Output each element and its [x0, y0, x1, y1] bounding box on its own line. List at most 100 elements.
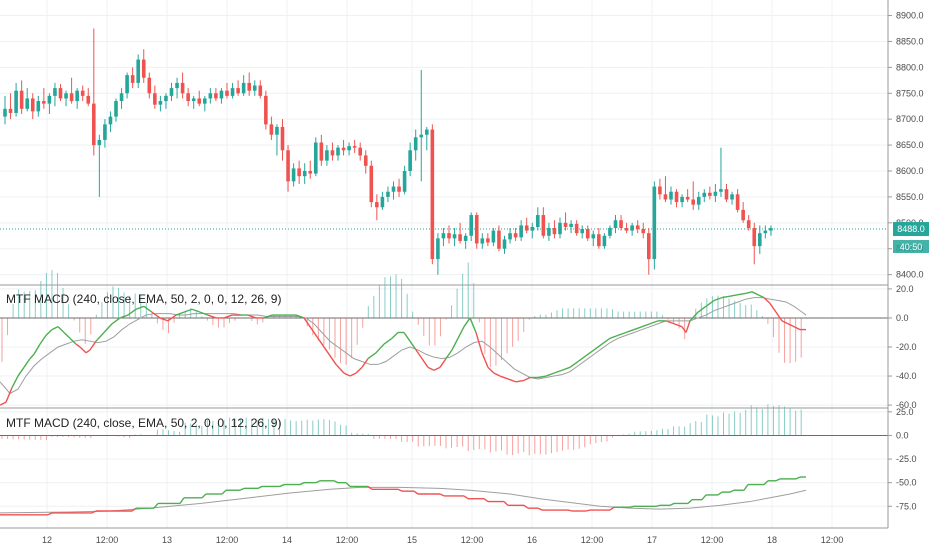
candle-body[interactable]	[286, 150, 290, 182]
candle-body[interactable]	[746, 220, 751, 228]
candle-body[interactable]	[136, 59, 140, 83]
candle-body[interactable]	[685, 196, 690, 200]
candle-body[interactable]	[269, 124, 274, 135]
candle-body[interactable]	[652, 186, 657, 260]
candle-body[interactable]	[708, 192, 712, 196]
candle-body[interactable]	[314, 142, 318, 174]
candle-body[interactable]	[658, 186, 662, 195]
candle-body[interactable]	[164, 95, 168, 102]
candle-body[interactable]	[297, 168, 301, 177]
candle-body[interactable]	[358, 147, 362, 156]
candle-body[interactable]	[735, 194, 740, 210]
candle-body[interactable]	[264, 95, 268, 125]
candle-body[interactable]	[108, 116, 113, 125]
candle-body[interactable]	[574, 223, 579, 234]
candle-body[interactable]	[208, 93, 213, 99]
candle-body[interactable]	[186, 93, 190, 102]
candle-body[interactable]	[563, 222, 568, 227]
candle-body[interactable]	[247, 82, 251, 91]
candle-body[interactable]	[635, 225, 640, 230]
candle-body[interactable]	[647, 233, 651, 260]
candle-body[interactable]	[64, 93, 68, 99]
candle-body[interactable]	[674, 191, 679, 203]
candle-body[interactable]	[42, 101, 46, 104]
candle-body[interactable]	[513, 233, 518, 238]
candle-body[interactable]	[463, 235, 468, 241]
candle-body[interactable]	[391, 186, 396, 192]
candle-body[interactable]	[558, 222, 562, 235]
candle-body[interactable]	[97, 139, 102, 146]
candle-body[interactable]	[158, 101, 163, 105]
candle-body[interactable]	[330, 150, 335, 156]
candle-body[interactable]	[130, 75, 135, 83]
candle-body[interactable]	[580, 229, 584, 234]
candle-body[interactable]	[752, 228, 757, 247]
candle-body[interactable]	[547, 228, 551, 236]
candle-body[interactable]	[402, 171, 407, 192]
candle-body[interactable]	[458, 234, 462, 241]
candle-body[interactable]	[319, 142, 324, 161]
candle-body[interactable]	[197, 98, 202, 104]
candle-body[interactable]	[252, 85, 257, 91]
candle-body[interactable]	[502, 239, 507, 249]
candle-body[interactable]	[80, 90, 85, 96]
candle-body[interactable]	[419, 134, 424, 138]
candle-body[interactable]	[236, 88, 240, 94]
candle-body[interactable]	[497, 230, 501, 249]
candle-body[interactable]	[724, 189, 729, 200]
candle-body[interactable]	[763, 230, 768, 234]
candle-body[interactable]	[69, 93, 74, 102]
candle-body[interactable]	[280, 126, 285, 151]
candle-body[interactable]	[519, 225, 523, 238]
candle-body[interactable]	[291, 168, 296, 182]
candle-body[interactable]	[696, 196, 701, 205]
candle-body[interactable]	[180, 82, 185, 94]
candle-body[interactable]	[508, 233, 512, 240]
candle-body[interactable]	[147, 77, 152, 94]
candle-body[interactable]	[486, 238, 490, 243]
candle-body[interactable]	[3, 108, 7, 117]
candle-body[interactable]	[591, 234, 596, 239]
candle-body[interactable]	[425, 129, 429, 135]
candle-body[interactable]	[641, 229, 646, 234]
candle-body[interactable]	[8, 108, 13, 113]
candle-body[interactable]	[630, 225, 634, 231]
candle-body[interactable]	[491, 230, 496, 243]
candle-body[interactable]	[769, 228, 773, 231]
candle-body[interactable]	[619, 220, 623, 228]
candle-body[interactable]	[302, 171, 307, 177]
macd-2-label[interactable]: MTF MACD (240, close, EMA, 50, 2, 0, 0, …	[6, 416, 281, 430]
candle-body[interactable]	[225, 90, 229, 96]
candle-body[interactable]	[524, 225, 529, 231]
macd-1-label[interactable]: MTF MACD (240, close, EMA, 50, 2, 0, 0, …	[6, 292, 281, 306]
candle-body[interactable]	[86, 95, 91, 104]
candle-body[interactable]	[602, 235, 607, 247]
candle-body[interactable]	[325, 150, 329, 161]
candle-body[interactable]	[430, 129, 435, 260]
candle-body[interactable]	[758, 233, 762, 247]
candle-body[interactable]	[114, 101, 118, 117]
candle-body[interactable]	[436, 238, 440, 260]
candle-body[interactable]	[92, 103, 96, 146]
candle-body[interactable]	[203, 98, 207, 104]
candle-body[interactable]	[713, 191, 718, 196]
candle-body[interactable]	[191, 98, 196, 102]
candle-body[interactable]	[397, 186, 401, 192]
candle-body[interactable]	[730, 194, 734, 200]
candle-body[interactable]	[480, 238, 485, 244]
candle-body[interactable]	[624, 228, 629, 231]
candle-body[interactable]	[413, 137, 418, 151]
candle-body[interactable]	[125, 75, 129, 94]
candle-body[interactable]	[691, 199, 695, 205]
candle-body[interactable]	[341, 147, 346, 151]
candle-body[interactable]	[36, 101, 41, 112]
candle-body[interactable]	[552, 228, 557, 235]
candle-body[interactable]	[75, 90, 79, 102]
candle-body[interactable]	[386, 191, 390, 197]
candle-body[interactable]	[719, 189, 723, 192]
candle-body[interactable]	[230, 88, 235, 96]
price-pane[interactable]	[0, 28, 888, 275]
candle-body[interactable]	[585, 229, 590, 239]
candle-body[interactable]	[530, 226, 535, 231]
macd-pane-2[interactable]	[0, 404, 888, 516]
